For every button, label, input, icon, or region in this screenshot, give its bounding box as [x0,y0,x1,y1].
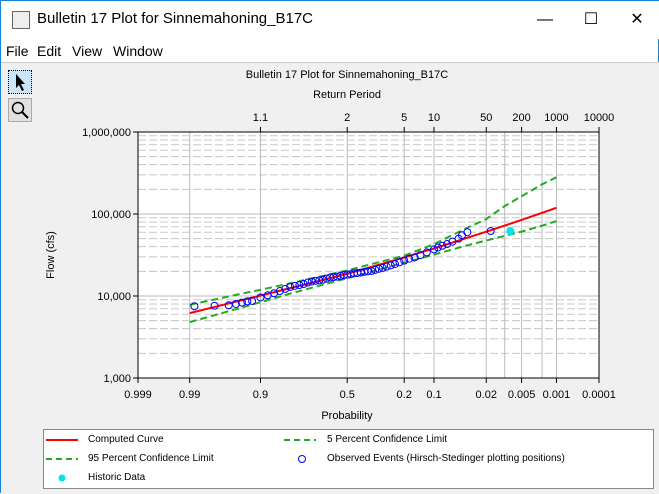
x-tick-label: 0.9 [253,389,268,401]
menu-window[interactable]: Window [113,43,163,59]
series-line-0 [189,206,557,315]
series-line-2 [189,220,557,324]
observed-point [248,296,257,305]
legend: Computed Curve 5 Percent Confidence Limi… [43,429,654,489]
observed-point [256,293,265,302]
observed-point [382,262,391,271]
series-line-1 [189,176,557,306]
observed-point [290,281,299,290]
observed-point [422,248,431,257]
top-tick-label: 2 [344,112,350,124]
y-tick-label: 10,000 [97,291,131,303]
window-title: Bulletin 17 Plot for Sinnemahoning_B17C [37,10,314,27]
observed-point [486,227,495,236]
chart-title: Bulletin 17 Plot for Sinnemahoning_B17C [246,69,448,81]
top-axis-label: Return Period [313,89,381,101]
y-axis-label: Flow (cfs) [45,231,57,279]
menu-bar: File Edit View Window [1,39,659,63]
observed-point [243,297,252,306]
zoom-tool-button[interactable] [8,98,32,122]
x-tick-label: 0.001 [543,389,571,401]
menu-view[interactable]: View [72,43,103,59]
legend-observed-swatch [298,455,306,463]
top-tick-label: 1000 [544,112,568,124]
top-tick-label: 5 [401,112,407,124]
frequency-chart[interactable]: Bulletin 17 Plot for Sinnemahoning_B17C … [1,63,659,493]
legend-historic-swatch [58,474,66,482]
x-tick-label: 0.005 [508,389,536,401]
observed-point [190,302,199,311]
legend-5-percent: 5 Percent Confidence Limit [327,434,448,445]
observed-point [400,256,409,265]
observed-point [303,278,312,287]
top-tick-label: 10000 [584,112,615,124]
x-tick-label: 0.1 [426,389,441,401]
top-tick-label: 200 [512,112,530,124]
observed-point [371,265,380,274]
maximize-button[interactable]: ☐ [583,11,599,28]
x-tick-label: 0.5 [340,389,355,401]
top-tick-label: 1.1 [253,112,268,124]
legend-historic: Historic Data [88,472,146,483]
y-tick-label: 1,000,000 [82,127,131,139]
top-tick-label: 10 [428,112,440,124]
minimize-button[interactable]: — [537,11,553,28]
historic-point [506,227,515,236]
x-tick-label: 0.999 [124,389,152,401]
plot-area [138,132,599,378]
observed-point [433,243,442,252]
x-tick-label: 0.2 [397,389,412,401]
observed-point [281,284,290,293]
menu-edit[interactable]: Edit [37,43,62,59]
pointer-tool-button[interactable] [8,70,32,94]
menu-file[interactable]: File [6,43,29,59]
observed-point [374,264,383,273]
legend-95-percent: 95 Percent Confidence Limit [88,453,214,464]
observed-point [438,241,447,250]
observed-point [386,261,395,270]
y-tick-label: 100,000 [91,209,131,221]
title-bar: Bulletin 17 Plot for Sinnemahoning_B17C … [1,1,659,39]
observed-point [275,287,284,296]
observed-point [463,228,472,237]
plot-border [137,131,600,379]
observed-point [395,258,404,267]
observed-point [315,276,324,285]
observed-point [429,245,438,254]
x-tick-label: 0.99 [179,389,200,401]
legend-observed: Observed Events (Hirsch-Stedinger plotti… [327,453,565,464]
observed-point [237,298,246,307]
observed-point [391,260,400,269]
top-tick-label: 50 [480,112,492,124]
y-tick-label: 1,000 [103,373,131,385]
observed-point [307,277,316,286]
observed-point [231,299,240,308]
observed-point [311,276,320,285]
observed-point [367,266,376,275]
x-tick-label: 0.02 [476,389,497,401]
observed-point [210,301,219,310]
close-button[interactable]: ✕ [630,11,644,28]
x-tick-label: 0.0001 [582,389,616,401]
observed-point [299,280,308,289]
legend-computed: Computed Curve [88,434,164,445]
pointer-arrow-icon [16,74,25,91]
observed-point [378,263,387,272]
observed-point [443,240,452,249]
observed-point [295,281,304,290]
observed-point [405,254,414,263]
observed-point [286,282,295,291]
observed-point [318,275,327,284]
zoom-magnifier-icon [11,101,29,119]
chart-app-icon [12,11,30,29]
x-axis-label: Probability [321,410,373,422]
